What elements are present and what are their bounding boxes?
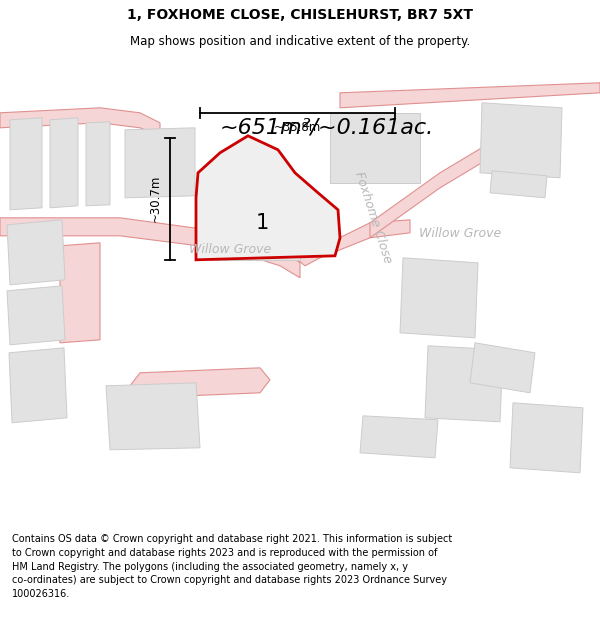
Polygon shape: [196, 136, 340, 260]
Polygon shape: [425, 346, 503, 422]
Polygon shape: [130, 368, 270, 398]
Text: 1: 1: [256, 213, 269, 232]
Text: ~651m²/~0.161ac.: ~651m²/~0.161ac.: [220, 118, 434, 138]
Polygon shape: [360, 416, 438, 457]
Polygon shape: [330, 112, 420, 182]
Text: ~30.7m: ~30.7m: [149, 175, 162, 222]
Polygon shape: [340, 82, 600, 107]
Polygon shape: [295, 220, 410, 266]
Text: Willow Grove: Willow Grove: [189, 242, 271, 256]
Text: ~35.8m: ~35.8m: [274, 121, 321, 134]
Polygon shape: [9, 348, 67, 423]
Polygon shape: [7, 286, 65, 345]
Polygon shape: [210, 213, 300, 260]
Polygon shape: [86, 122, 110, 206]
Text: 1, FOXHOME CLOSE, CHISLEHURST, BR7 5XT: 1, FOXHOME CLOSE, CHISLEHURST, BR7 5XT: [127, 8, 473, 22]
Polygon shape: [470, 342, 535, 392]
Polygon shape: [490, 171, 547, 198]
Polygon shape: [10, 118, 42, 210]
Polygon shape: [106, 382, 200, 450]
Text: Contains OS data © Crown copyright and database right 2021. This information is : Contains OS data © Crown copyright and d…: [12, 534, 452, 599]
Polygon shape: [0, 217, 300, 278]
Polygon shape: [370, 132, 530, 238]
Text: Foxhome Close: Foxhome Close: [352, 170, 394, 266]
Text: Map shows position and indicative extent of the property.: Map shows position and indicative extent…: [130, 35, 470, 48]
Text: Willow Grove: Willow Grove: [419, 227, 501, 240]
Polygon shape: [125, 128, 195, 198]
Polygon shape: [50, 118, 78, 208]
Polygon shape: [480, 102, 562, 178]
Polygon shape: [60, 242, 100, 342]
Polygon shape: [7, 220, 65, 285]
Polygon shape: [0, 107, 160, 136]
Polygon shape: [510, 402, 583, 472]
Polygon shape: [400, 258, 478, 338]
